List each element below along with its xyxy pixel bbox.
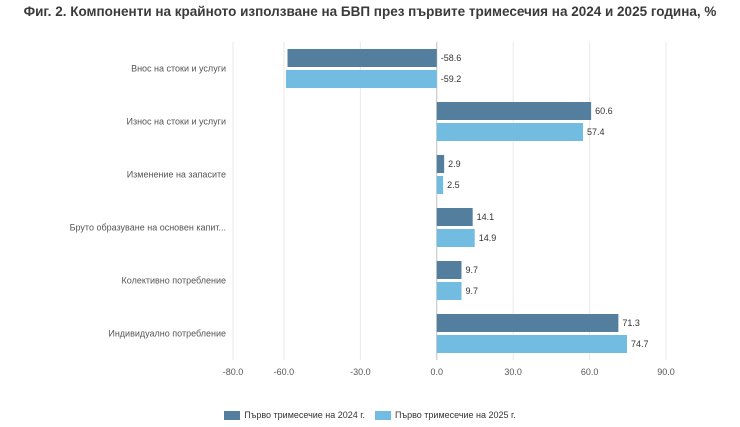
data-label: -58.6 <box>441 53 462 63</box>
bar[interactable] <box>287 49 437 67</box>
bar[interactable] <box>436 229 475 247</box>
bar[interactable] <box>436 102 592 120</box>
x-tick-label: 60.0 <box>581 367 599 377</box>
data-label: 14.1 <box>477 212 495 222</box>
legend-item-2024[interactable]: Първо тримесечие на 2024 г. <box>224 410 365 420</box>
bar[interactable] <box>436 155 445 173</box>
legend-label-2024: Първо тримесечие на 2024 г. <box>244 410 365 420</box>
legend: Първо тримесечие на 2024 г. Първо тримес… <box>0 410 740 420</box>
x-tick-label: 30.0 <box>504 367 522 377</box>
legend-label-2025: Първо тримесечие на 2025 г. <box>395 410 516 420</box>
data-label: 71.3 <box>622 318 640 328</box>
x-tick-label: -80.0 <box>223 367 244 377</box>
x-axis-ticks: -80.0 -60.0 -30.0 0.0 30.0 60.0 90.0 <box>223 367 675 377</box>
category-labels: Внос на стоки и услуги Износ на стоки и у… <box>70 64 226 339</box>
category-label: Бруто образуване на основен капит... <box>70 223 226 233</box>
data-label: 9.7 <box>465 286 478 296</box>
bar[interactable] <box>436 335 628 353</box>
data-label: 74.7 <box>631 339 649 349</box>
grid-lines <box>232 42 667 360</box>
bar[interactable] <box>436 123 583 141</box>
data-label: 2.9 <box>448 159 461 169</box>
bar[interactable] <box>285 70 437 88</box>
x-tick-label: -30.0 <box>350 367 371 377</box>
category-label: Колективно потребление <box>122 276 226 286</box>
bar[interactable] <box>436 261 462 279</box>
value-labels: -58.6 -59.2 60.6 57.4 2.9 2.5 14.1 14.9 9.7 9.7 71… <box>441 53 649 349</box>
bar[interactable] <box>436 176 444 194</box>
x-tick-label: -60.0 <box>274 367 295 377</box>
bar[interactable] <box>436 282 462 300</box>
chart-title: Фиг. 2. Компоненти на крайното използван… <box>23 4 717 19</box>
category-label: Износ на стоки и услуги <box>126 117 226 127</box>
category-label: Изменение на запасите <box>127 170 226 180</box>
data-label: 2.5 <box>447 180 460 190</box>
x-tick-label: 0.0 <box>431 367 444 377</box>
bar-chart: Внос на стоки и услуги Износ на стоки и у… <box>70 42 675 377</box>
legend-swatch-2024 <box>224 410 241 420</box>
x-tick-label: 90.0 <box>657 367 675 377</box>
legend-item-2025[interactable]: Първо тримесечие на 2025 г. <box>375 410 516 420</box>
data-label: 57.4 <box>587 127 605 137</box>
data-label: 60.6 <box>595 106 613 116</box>
bar[interactable] <box>436 314 619 332</box>
data-label: 14.9 <box>479 233 497 243</box>
legend-swatch-2025 <box>375 410 391 420</box>
data-label: 9.7 <box>465 265 478 275</box>
bar[interactable] <box>436 208 473 226</box>
data-label: -59.2 <box>441 74 462 84</box>
bars-group <box>285 49 628 353</box>
category-label: Внос на стоки и услуги <box>131 64 226 74</box>
category-label: Индивидуално потребление <box>108 329 226 339</box>
